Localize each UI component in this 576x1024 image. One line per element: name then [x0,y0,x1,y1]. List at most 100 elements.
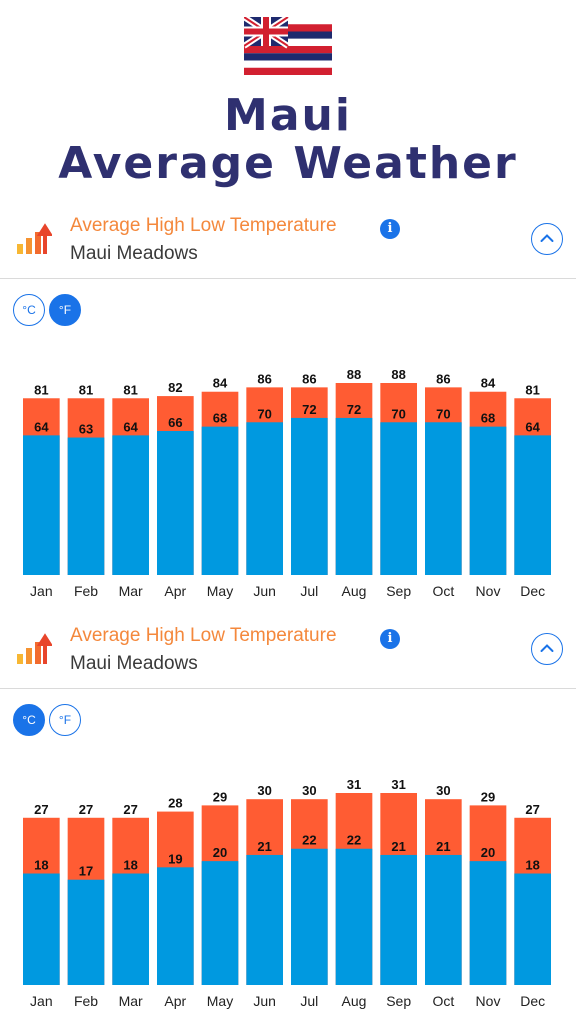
high-temp-label: 88 [347,367,361,382]
high-temp-label: 27 [79,802,93,817]
low-temp-label: 20 [213,845,227,860]
month-tick-label: Sep [386,583,411,599]
low-temp-bar [67,879,105,985]
high-temp-label: 81 [123,382,137,397]
low-temp-bar [425,854,462,985]
temperature-bars-icon [16,222,54,256]
high-temp-label: 28 [168,796,182,811]
low-temp-label: 64 [34,419,49,434]
month-tick-label: Jan [30,993,53,1009]
high-temp-label: 27 [123,802,137,817]
month-tick-label: Sep [386,993,411,1009]
low-temp-label: 70 [257,406,271,421]
low-temp-label: 19 [168,851,182,866]
low-temp-bar [380,854,417,985]
collapse-button[interactable] [531,223,563,255]
low-temp-label: 70 [436,406,450,421]
month-tick-label: Aug [342,993,367,1009]
section-location: Maui Meadows [70,243,198,264]
month-tick-label: Jun [253,993,276,1009]
high-temp-label: 29 [213,789,227,804]
low-temp-label: 63 [79,422,93,437]
temperature-section-fahrenheit: Average High Low Temperature Maui Meadow… [0,205,576,610]
high-temp-label: 86 [302,371,316,386]
low-temp-bar [291,417,328,575]
high-temp-label: 88 [391,367,405,382]
low-temp-label: 22 [347,833,361,848]
low-temp-bar [469,861,507,985]
low-temp-label: 72 [302,402,316,417]
low-temp-label: 21 [436,839,450,854]
low-temp-bar [157,867,194,985]
month-tick-label: Aug [342,583,367,599]
low-temp-bar [514,873,551,985]
celsius-toggle-button[interactable]: °C [13,294,45,326]
high-temp-label: 29 [481,789,495,804]
month-tick-label: Dec [520,993,545,1009]
month-tick-label: Dec [520,583,545,599]
low-temp-label: 18 [123,858,137,873]
temperature-bars-icon [16,632,54,666]
celsius-toggle-button[interactable]: °C [13,704,45,736]
high-temp-label: 27 [525,802,539,817]
month-tick-label: Mar [119,583,143,599]
low-temp-bar [23,873,60,985]
section-title: Average High Low Temperature [70,625,337,646]
high-temp-label: 86 [257,371,271,386]
chevron-up-icon [540,234,554,242]
month-tick-label: Jul [300,583,318,599]
collapse-button[interactable] [531,633,563,665]
low-temp-bar [380,422,417,575]
low-temp-label: 21 [391,839,405,854]
low-temp-label: 72 [347,402,361,417]
month-tick-label: May [207,583,233,599]
low-temp-bar [291,848,328,985]
low-temp-label: 70 [391,406,405,421]
low-temp-label: 66 [168,415,182,430]
high-temp-label: 30 [257,783,271,798]
temperature-bar-chart-fahrenheit: 81 64 Jan 81 63 Feb 81 64 Mar 82 66 Apr 84 68 May 86 70 J… [23,367,551,599]
section-divider [0,278,576,279]
page-title-line-1: Maui [224,90,352,141]
month-tick-label: Feb [74,993,98,1009]
high-temp-label: 86 [436,371,450,386]
fahrenheit-toggle-button[interactable]: °F [49,704,81,736]
high-temp-label: 27 [34,802,48,817]
low-temp-bar [67,437,105,575]
low-temp-bar [201,426,239,575]
temperature-section-celsius: Average High Low Temperature Maui Meadow… [0,615,576,1020]
month-tick-label: Jan [30,583,53,599]
section-title: Average High Low Temperature [70,215,337,236]
low-temp-label: 17 [79,864,93,879]
low-temp-label: 64 [123,419,138,434]
month-tick-label: Mar [119,993,143,1009]
high-temp-label: 82 [168,380,182,395]
section-location: Maui Meadows [70,653,198,674]
low-temp-bar [246,422,283,575]
month-tick-label: Feb [74,583,98,599]
low-temp-bar [112,435,149,575]
low-temp-bar [246,854,283,985]
low-temp-bar [112,873,149,985]
fahrenheit-toggle-button[interactable]: °F [49,294,81,326]
high-temp-label: 30 [302,783,316,798]
section-divider [0,688,576,689]
low-temp-label: 18 [525,858,539,873]
low-temp-bar [201,861,239,985]
hawaii-flag-image [244,17,332,75]
low-temp-bar [335,848,373,985]
high-temp-label: 30 [436,783,450,798]
low-temp-label: 68 [213,411,227,426]
month-tick-label: Nov [476,993,501,1009]
info-icon[interactable]: i [380,629,400,649]
chevron-up-icon [540,644,554,652]
high-temp-label: 84 [213,376,228,391]
high-temp-label: 31 [391,777,405,792]
high-temp-label: 84 [481,376,496,391]
low-temp-bar [157,431,194,575]
info-icon[interactable]: i [380,219,400,239]
month-tick-label: May [207,993,233,1009]
low-temp-label: 21 [257,839,271,854]
month-tick-label: Oct [432,583,454,599]
high-temp-label: 31 [347,777,361,792]
